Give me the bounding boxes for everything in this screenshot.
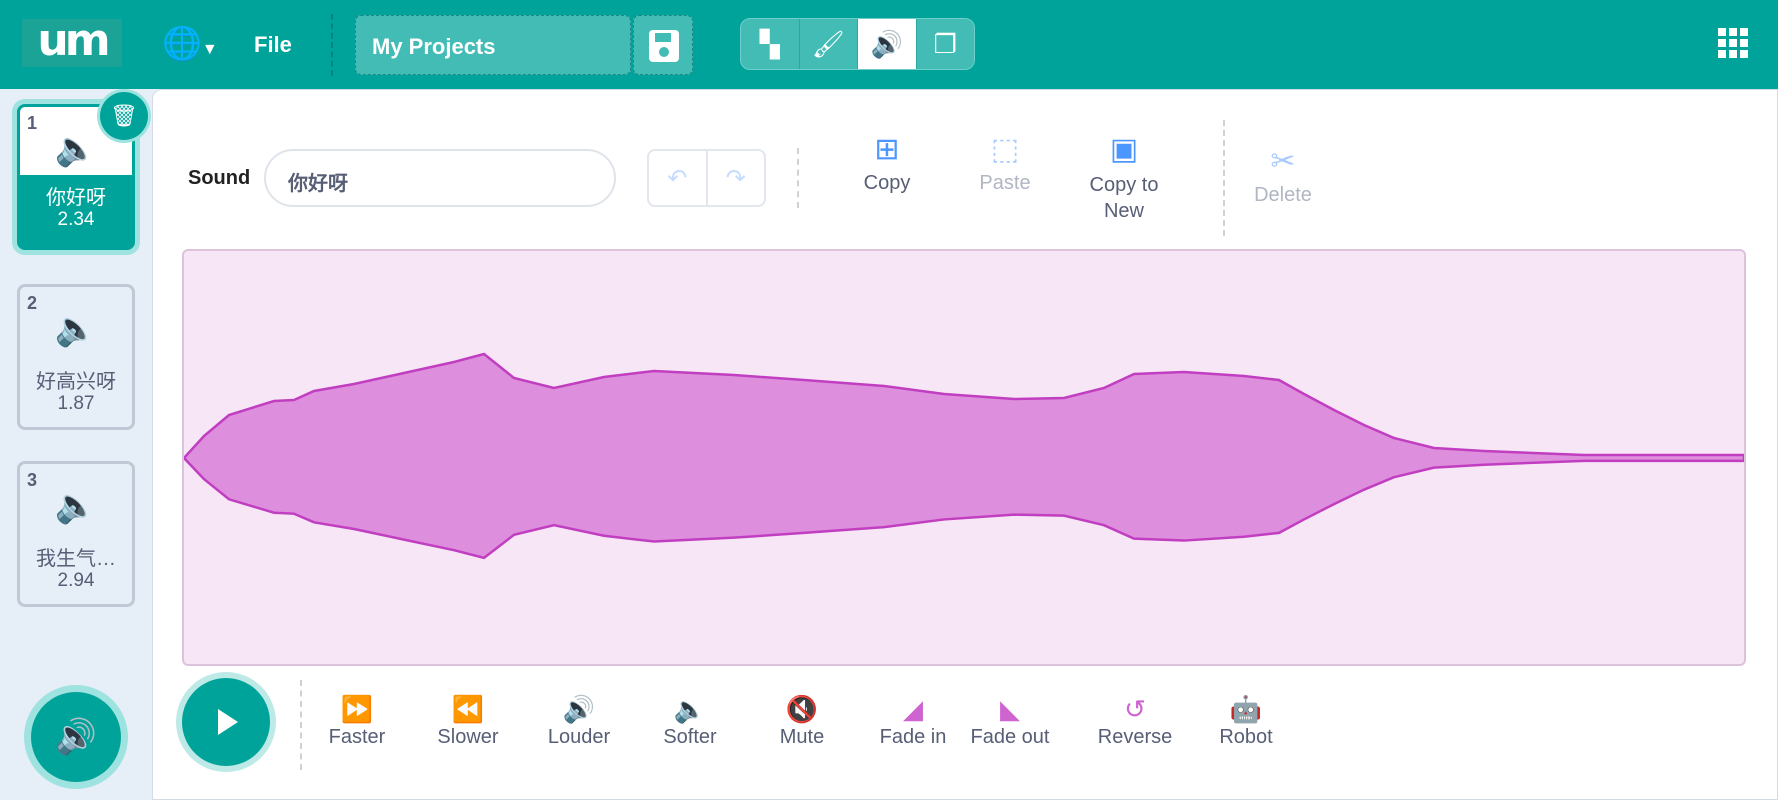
blocks-icon: ▚ <box>759 28 780 59</box>
copy-to-new-icon: ▣ <box>1109 133 1139 166</box>
waveform <box>184 352 1744 560</box>
sound-index: 3 <box>27 470 38 490</box>
scissors-icon: ✂ <box>1270 145 1296 178</box>
slower-label: Slower <box>437 726 499 748</box>
softer-button[interactable]: 🔈 Softer <box>635 692 745 749</box>
divider <box>300 680 302 770</box>
fade-out-label: Fade out <box>970 726 1050 748</box>
copy-to-new-button[interactable]: ▣ Copy to New <box>1059 128 1189 224</box>
tab-costumes[interactable]: 🖌 <box>800 19 858 69</box>
mute-label: Mute <box>779 726 825 748</box>
delete-label: Delete <box>1254 184 1312 206</box>
speaker-icon: 🔈 <box>54 310 98 348</box>
copy-button[interactable]: ⊞ Copy <box>822 128 952 195</box>
sound-item[interactable]: 3 🔈 我生气… 2.94 <box>17 461 135 607</box>
fade-in-button[interactable]: ◢ Fade in <box>858 692 968 749</box>
save-button[interactable] <box>633 15 693 75</box>
softer-icon: 🔈 <box>673 694 707 724</box>
divider <box>797 148 799 208</box>
sound-name: 好高兴呀 <box>36 371 116 393</box>
speaker-icon: 🔈 <box>54 487 98 525</box>
slower-icon: ⏪ <box>451 694 485 724</box>
waveform-area[interactable] <box>182 249 1746 666</box>
divider <box>1223 120 1225 236</box>
editor-tabs: ▚ 🖌 🔊 ❐ <box>740 18 975 70</box>
apps-grid-icon[interactable] <box>1718 28 1748 58</box>
faster-label: Faster <box>328 726 386 748</box>
louder-icon: 🔊 <box>562 694 596 724</box>
paste-label: Paste <box>979 172 1031 194</box>
louder-button[interactable]: 🔊 Louder <box>524 692 634 749</box>
top-menu-bar: um 🌐▼ File My Projects ▚ 🖌 🔊 ❐ <box>0 0 1778 89</box>
logo[interactable]: um <box>22 19 122 67</box>
sound-duration: 2.34 <box>57 209 95 230</box>
robot-label: Robot <box>1219 726 1273 748</box>
mute-icon: 🔇 <box>785 694 819 724</box>
paste-button[interactable]: ⬚ Paste <box>940 128 1070 195</box>
play-button[interactable] <box>182 678 270 766</box>
delete-sound-button[interactable]: 🗑 <box>100 92 148 140</box>
sound-label: Sound <box>188 167 251 189</box>
copy-icon: ⊞ <box>874 133 900 166</box>
tab-sounds[interactable]: 🔊 <box>858 19 917 69</box>
tab-stage[interactable]: ❐ <box>917 19 975 69</box>
sound-name: 我生气… <box>36 548 116 570</box>
faster-icon: ⏩ <box>340 694 374 724</box>
sound-index: 1 <box>27 113 38 133</box>
redo-button[interactable]: ↷ <box>705 151 765 205</box>
sound-name: 你好呀 <box>46 187 106 209</box>
reverse-label: Reverse <box>1097 726 1173 748</box>
paste-icon: ⬚ <box>990 133 1020 166</box>
faster-button[interactable]: ⏩ Faster <box>302 692 412 749</box>
chevron-down-icon: ▼ <box>201 41 218 58</box>
louder-label: Louder <box>547 726 611 748</box>
fade-in-icon: ◢ <box>903 694 923 724</box>
fade-in-label: Fade in <box>879 726 947 748</box>
add-sound-button[interactable]: 🔊 <box>31 692 121 782</box>
robot-button[interactable]: 🤖 Robot <box>1191 692 1301 749</box>
floppy-icon <box>649 30 679 62</box>
reverse-button[interactable]: ↺ Reverse <box>1080 692 1190 749</box>
project-title-input[interactable]: My Projects <box>355 15 631 75</box>
sound-item[interactable]: 2 🔈 好高兴呀 1.87 <box>17 284 135 430</box>
sound-name-input[interactable]: 你好呀 <box>264 149 616 207</box>
undo-button[interactable]: ↶ <box>667 164 688 192</box>
undo-redo-group: ↶ ↷ <box>647 149 766 207</box>
tab-code[interactable]: ▚ <box>741 19 800 69</box>
copy-to-new-label: Copy to New <box>1089 174 1159 222</box>
mute-button[interactable]: 🔇 Mute <box>747 692 857 749</box>
file-menu[interactable]: File <box>254 32 292 57</box>
trash-icon: 🗑 <box>110 103 138 128</box>
softer-label: Softer <box>663 726 717 748</box>
copy-label: Copy <box>863 172 911 194</box>
speaker-icon: 🔊 <box>870 28 903 59</box>
layers-icon: ❐ <box>933 28 957 59</box>
fade-out-icon: ◣ <box>1000 694 1020 724</box>
reverse-icon: ↺ <box>1124 694 1146 724</box>
brush-icon: 🖌 <box>811 28 845 59</box>
globe-icon: 🌐 <box>162 25 202 61</box>
divider <box>331 14 333 76</box>
speaker-icon: 🔈 <box>54 130 98 168</box>
sound-index: 2 <box>27 293 38 313</box>
fade-out-button[interactable]: ◣ Fade out <box>955 692 1065 749</box>
robot-icon: 🤖 <box>1229 694 1263 724</box>
language-menu[interactable]: 🌐▼ <box>162 26 218 67</box>
slower-button[interactable]: ⏪ Slower <box>413 692 523 749</box>
delete-button[interactable]: ✂ Delete <box>1218 140 1348 207</box>
add-sound-icon: 🔊 <box>54 718 98 756</box>
sound-duration: 1.87 <box>57 393 95 414</box>
sound-duration: 2.94 <box>57 570 95 591</box>
